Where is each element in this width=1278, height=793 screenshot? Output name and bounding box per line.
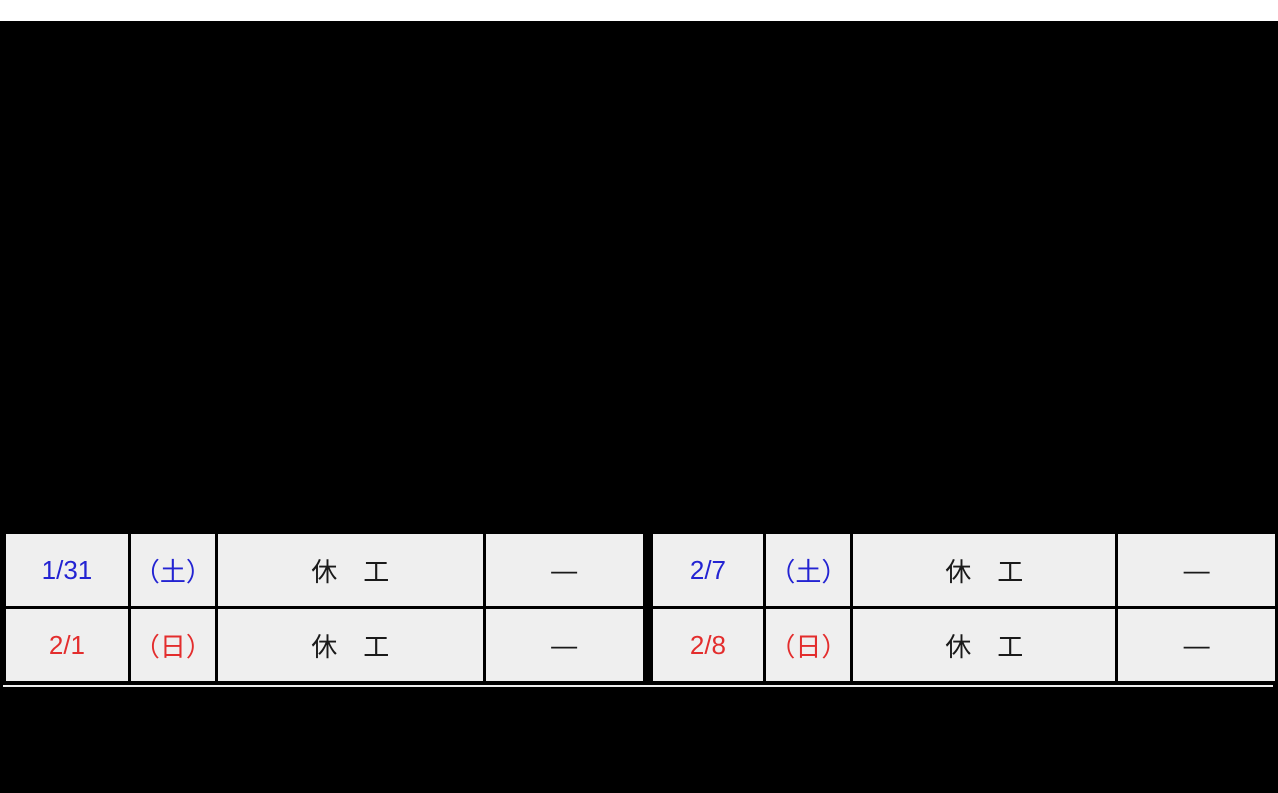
schedule-table-left-half: 1/31 （土） 休 工 — 2/1 （日） 休 工 — bbox=[3, 531, 646, 684]
weekday-cell: （日） bbox=[763, 606, 854, 684]
weekday-cell: （日） bbox=[127, 606, 218, 684]
top-strip bbox=[0, 0, 1278, 21]
weekday-cell: （土） bbox=[763, 531, 854, 609]
schedule-table-right-half: 2/7 （土） 休 工 — 2/8 （日） 休 工 — bbox=[649, 531, 1278, 684]
date-cell: 1/31 bbox=[3, 531, 131, 609]
date-cell: 2/8 bbox=[649, 606, 767, 684]
date-cell: 2/7 bbox=[649, 531, 767, 609]
work-status-cell: 休 工 bbox=[850, 531, 1119, 609]
note-cell: — bbox=[482, 531, 646, 609]
table-bottom-underline bbox=[3, 685, 1273, 687]
note-cell: — bbox=[1115, 531, 1278, 609]
work-status-cell: 休 工 bbox=[214, 531, 486, 609]
weekday-cell: （土） bbox=[127, 531, 218, 609]
work-status-cell: 休 工 bbox=[850, 606, 1119, 684]
note-cell: — bbox=[1115, 606, 1278, 684]
table-row: 1/31 （土） 休 工 — bbox=[3, 531, 646, 609]
date-cell: 2/1 bbox=[3, 606, 131, 684]
table-row: 2/7 （土） 休 工 — bbox=[649, 531, 1278, 609]
table-row: 2/8 （日） 休 工 — bbox=[649, 606, 1278, 684]
note-cell: — bbox=[482, 606, 646, 684]
work-status-cell: 休 工 bbox=[214, 606, 486, 684]
table-row: 2/1 （日） 休 工 — bbox=[3, 606, 646, 684]
work-schedule-table: 1/31 （土） 休 工 — 2/1 （日） 休 工 — 2/7 （土） 休 工… bbox=[3, 531, 1278, 684]
